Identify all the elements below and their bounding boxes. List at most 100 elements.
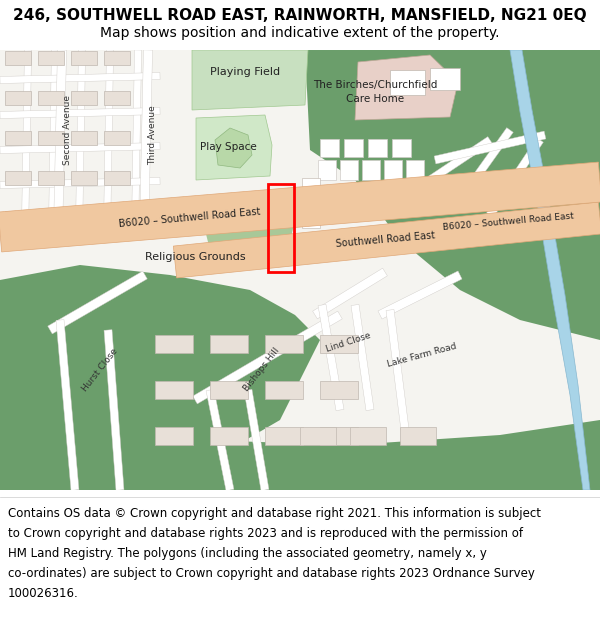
Bar — [350, 427, 386, 445]
Polygon shape — [0, 72, 160, 84]
Bar — [5, 131, 31, 145]
Polygon shape — [457, 127, 513, 202]
Polygon shape — [244, 389, 269, 491]
Text: Contains OS data © Crown copyright and database right 2021. This information is : Contains OS data © Crown copyright and d… — [8, 507, 541, 520]
Bar — [320, 427, 358, 445]
Bar — [320, 335, 358, 353]
Bar — [265, 335, 303, 353]
Polygon shape — [140, 50, 152, 232]
Polygon shape — [104, 50, 113, 232]
Text: Map shows position and indicative extent of the property.: Map shows position and indicative extent… — [100, 26, 500, 40]
Bar — [210, 381, 248, 399]
Bar — [104, 171, 130, 185]
Bar — [265, 381, 303, 399]
Bar — [104, 131, 130, 145]
Polygon shape — [22, 50, 31, 232]
Polygon shape — [351, 304, 374, 411]
Polygon shape — [0, 107, 160, 119]
Bar — [368, 139, 387, 157]
Polygon shape — [0, 213, 160, 224]
Polygon shape — [206, 389, 234, 491]
Text: Religious Grounds: Religious Grounds — [145, 252, 245, 262]
Bar — [104, 211, 130, 225]
Polygon shape — [510, 50, 590, 490]
Bar — [155, 427, 193, 445]
Polygon shape — [173, 202, 600, 278]
Polygon shape — [131, 50, 142, 232]
Bar — [362, 160, 380, 180]
Polygon shape — [53, 50, 67, 232]
Polygon shape — [48, 271, 147, 334]
Polygon shape — [215, 128, 252, 168]
Bar — [210, 427, 248, 445]
Polygon shape — [196, 115, 272, 180]
Text: to Crown copyright and database rights 2023 and is reproduced with the permissio: to Crown copyright and database rights 2… — [8, 527, 523, 540]
Bar — [300, 427, 336, 445]
Polygon shape — [49, 50, 58, 232]
Polygon shape — [0, 162, 600, 252]
Polygon shape — [56, 319, 79, 491]
Bar — [5, 211, 31, 225]
Bar — [302, 178, 320, 200]
Bar — [155, 381, 193, 399]
Polygon shape — [355, 55, 458, 120]
Polygon shape — [434, 131, 546, 164]
Text: Play Space: Play Space — [200, 142, 256, 152]
Bar — [265, 427, 303, 445]
Polygon shape — [0, 177, 160, 189]
Text: The Birches/Churchfield
Care Home: The Birches/Churchfield Care Home — [313, 81, 437, 104]
Polygon shape — [305, 50, 600, 340]
Bar — [320, 139, 339, 157]
Bar — [104, 91, 130, 105]
Bar — [392, 139, 411, 157]
Polygon shape — [428, 137, 492, 183]
Bar — [268, 184, 294, 272]
Bar — [71, 51, 97, 65]
Text: HM Land Registry. The polygons (including the associated geometry, namely x, y: HM Land Registry. The polygons (includin… — [8, 547, 487, 560]
Text: 100026316.: 100026316. — [8, 587, 79, 600]
Text: 246, SOUTHWELL ROAD EAST, RAINWORTH, MANSFIELD, NG21 0EQ: 246, SOUTHWELL ROAD EAST, RAINWORTH, MAN… — [13, 8, 587, 22]
Bar — [302, 208, 320, 228]
Bar — [5, 171, 31, 185]
Bar — [104, 51, 130, 65]
Bar — [38, 131, 64, 145]
Bar — [406, 160, 424, 180]
Polygon shape — [193, 311, 342, 404]
Text: Southwell Road East: Southwell Road East — [335, 231, 435, 249]
Polygon shape — [192, 50, 308, 110]
Text: Third Avenue: Third Avenue — [149, 105, 157, 165]
Bar — [210, 335, 248, 353]
Polygon shape — [386, 309, 409, 431]
Text: Playing Field: Playing Field — [210, 67, 280, 77]
Bar — [384, 160, 402, 180]
Bar — [340, 160, 358, 180]
Text: Lake Farm Road: Lake Farm Road — [386, 341, 458, 369]
Polygon shape — [313, 268, 388, 319]
Text: Bishops Hill: Bishops Hill — [242, 346, 282, 394]
Text: co-ordinates) are subject to Crown copyright and database rights 2023 Ordnance S: co-ordinates) are subject to Crown copyr… — [8, 567, 535, 580]
Polygon shape — [205, 195, 295, 250]
Polygon shape — [0, 415, 600, 490]
Text: Lind Close: Lind Close — [325, 331, 371, 354]
Polygon shape — [0, 265, 320, 490]
Bar — [38, 171, 64, 185]
Bar — [71, 91, 97, 105]
Polygon shape — [318, 304, 344, 411]
Bar — [38, 91, 64, 105]
Polygon shape — [0, 142, 160, 154]
Polygon shape — [76, 50, 85, 232]
Polygon shape — [378, 271, 462, 319]
Bar — [5, 51, 31, 65]
Bar — [71, 171, 97, 185]
Bar — [155, 335, 193, 353]
Polygon shape — [487, 138, 544, 218]
Bar — [400, 427, 436, 445]
Bar — [38, 51, 64, 65]
Bar — [430, 68, 460, 90]
Bar — [320, 381, 358, 399]
Bar — [390, 70, 425, 95]
Polygon shape — [104, 330, 124, 490]
Text: B6020 – Southwell Road East: B6020 – Southwell Road East — [118, 207, 260, 229]
Text: Second Avenue: Second Avenue — [64, 95, 73, 165]
Bar — [71, 131, 97, 145]
